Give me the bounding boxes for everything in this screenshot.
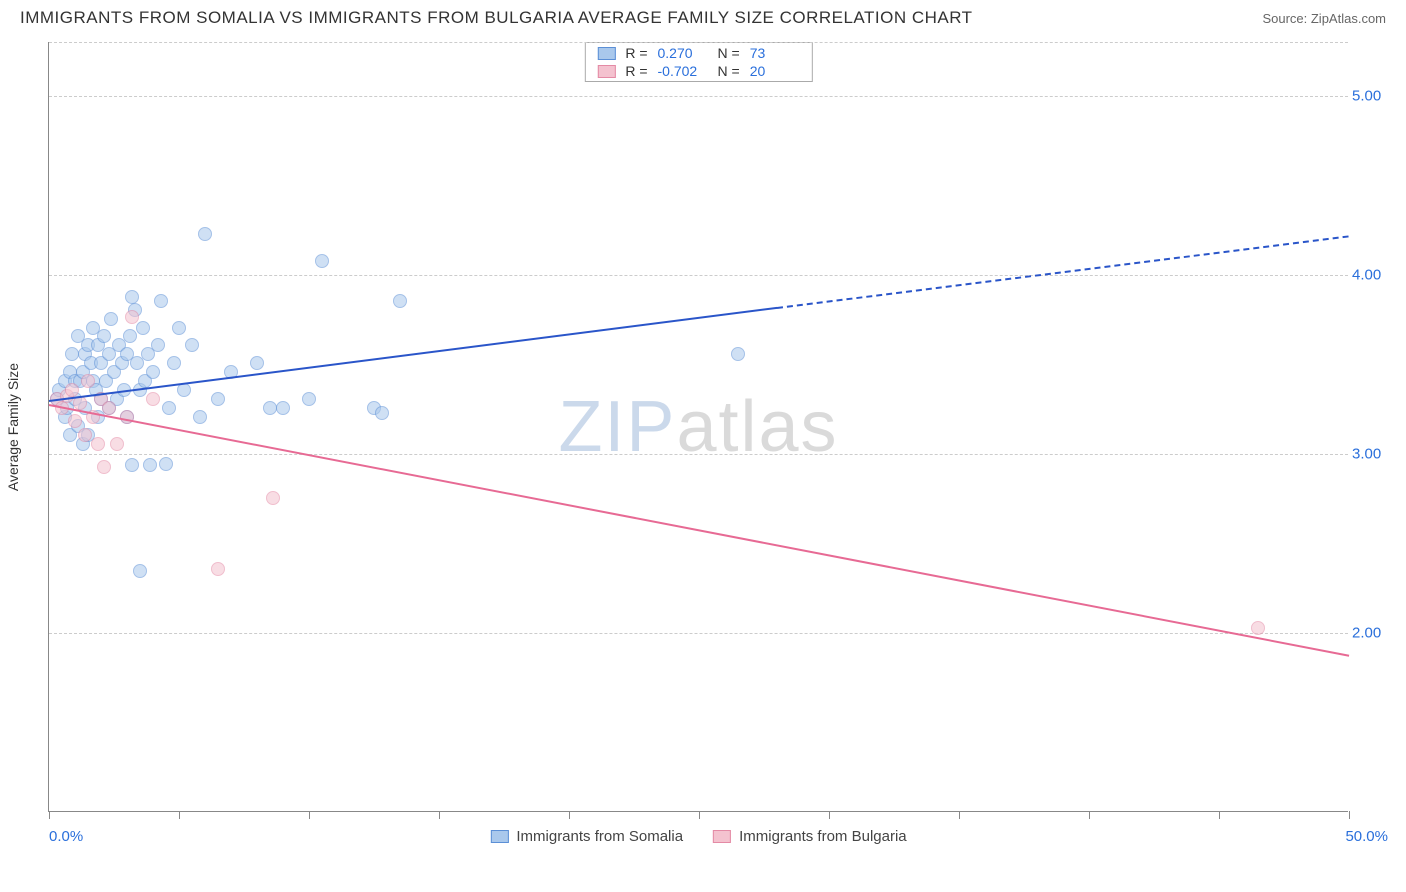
- legend-item-bulgaria: Immigrants from Bulgaria: [713, 828, 907, 845]
- scatter-point: [167, 356, 181, 370]
- trend-line: [777, 235, 1349, 309]
- legend-item-somalia: Immigrants from Somalia: [490, 828, 683, 845]
- x-tick: [439, 811, 440, 819]
- scatter-point: [302, 392, 316, 406]
- scatter-point: [393, 294, 407, 308]
- scatter-point: [125, 310, 139, 324]
- x-tick: [1089, 811, 1090, 819]
- gridline: [49, 454, 1348, 455]
- legend-label-somalia: Immigrants from Somalia: [516, 828, 683, 845]
- scatter-point: [136, 321, 150, 335]
- scatter-point: [250, 356, 264, 370]
- scatter-point: [154, 294, 168, 308]
- scatter-point: [133, 564, 147, 578]
- source-label: Source: ZipAtlas.com: [1262, 11, 1386, 26]
- scatter-point: [110, 437, 124, 451]
- x-tick: [309, 811, 310, 819]
- n-value-bulgaria: 20: [750, 63, 800, 79]
- scatter-point: [143, 458, 157, 472]
- x-tick: [959, 811, 960, 819]
- scatter-point: [125, 290, 139, 304]
- trend-line: [49, 404, 1349, 657]
- scatter-point: [125, 458, 139, 472]
- y-tick-label: 3.00: [1352, 445, 1396, 462]
- stats-legend: R = 0.270 N = 73 R = -0.702 N = 20: [584, 42, 812, 82]
- x-axis-label-max: 50.0%: [1345, 828, 1388, 845]
- swatch-bulgaria: [597, 65, 615, 78]
- y-tick-label: 2.00: [1352, 624, 1396, 641]
- r-value-bulgaria: -0.702: [658, 63, 708, 79]
- scatter-point: [81, 374, 95, 388]
- n-label: N =: [718, 45, 740, 61]
- scatter-point: [185, 338, 199, 352]
- scatter-point: [211, 562, 225, 576]
- scatter-point: [193, 410, 207, 424]
- n-label: N =: [718, 63, 740, 79]
- scatter-point: [198, 227, 212, 241]
- scatter-point: [151, 338, 165, 352]
- scatter-point: [172, 321, 186, 335]
- scatter-point: [65, 347, 79, 361]
- bottom-legend: Immigrants from Somalia Immigrants from …: [490, 828, 906, 845]
- scatter-point: [102, 401, 116, 415]
- gridline: [49, 42, 1348, 43]
- stats-row-somalia: R = 0.270 N = 73: [585, 44, 811, 62]
- r-label: R =: [625, 63, 647, 79]
- gridline: [49, 633, 1348, 634]
- gridline: [49, 96, 1348, 97]
- x-tick: [1349, 811, 1350, 819]
- scatter-point: [263, 401, 277, 415]
- x-tick: [829, 811, 830, 819]
- scatter-point: [211, 392, 225, 406]
- watermark: ZIPatlas: [558, 386, 838, 468]
- scatter-point: [159, 457, 173, 471]
- scatter-point: [276, 401, 290, 415]
- n-value-somalia: 73: [750, 45, 800, 61]
- x-axis-label-min: 0.0%: [49, 828, 83, 845]
- scatter-point: [68, 414, 82, 428]
- scatter-point: [78, 428, 92, 442]
- scatter-point: [146, 392, 160, 406]
- scatter-point: [146, 365, 160, 379]
- legend-swatch-somalia: [490, 830, 508, 843]
- x-tick: [49, 811, 50, 819]
- scatter-point: [97, 329, 111, 343]
- r-value-somalia: 0.270: [658, 45, 708, 61]
- scatter-point: [1251, 621, 1265, 635]
- scatter-point: [104, 312, 118, 326]
- r-label: R =: [625, 45, 647, 61]
- legend-label-bulgaria: Immigrants from Bulgaria: [739, 828, 907, 845]
- scatter-point: [266, 491, 280, 505]
- x-tick: [569, 811, 570, 819]
- scatter-point: [731, 347, 745, 361]
- plot-area: Average Family Size ZIPatlas R = 0.270 N…: [48, 42, 1348, 812]
- x-tick: [1219, 811, 1220, 819]
- scatter-point: [315, 254, 329, 268]
- trend-line: [49, 307, 777, 402]
- x-tick: [699, 811, 700, 819]
- gridline: [49, 275, 1348, 276]
- scatter-point: [97, 460, 111, 474]
- chart-title: IMMIGRANTS FROM SOMALIA VS IMMIGRANTS FR…: [20, 8, 973, 28]
- x-tick: [179, 811, 180, 819]
- y-axis-title: Average Family Size: [5, 362, 21, 490]
- chart-container: Average Family Size ZIPatlas R = 0.270 N…: [48, 42, 1388, 850]
- scatter-point: [375, 406, 389, 420]
- swatch-somalia: [597, 47, 615, 60]
- scatter-point: [123, 329, 137, 343]
- y-tick-label: 5.00: [1352, 87, 1396, 104]
- scatter-point: [91, 437, 105, 451]
- scatter-point: [162, 401, 176, 415]
- legend-swatch-bulgaria: [713, 830, 731, 843]
- y-tick-label: 4.00: [1352, 266, 1396, 283]
- stats-row-bulgaria: R = -0.702 N = 20: [585, 62, 811, 80]
